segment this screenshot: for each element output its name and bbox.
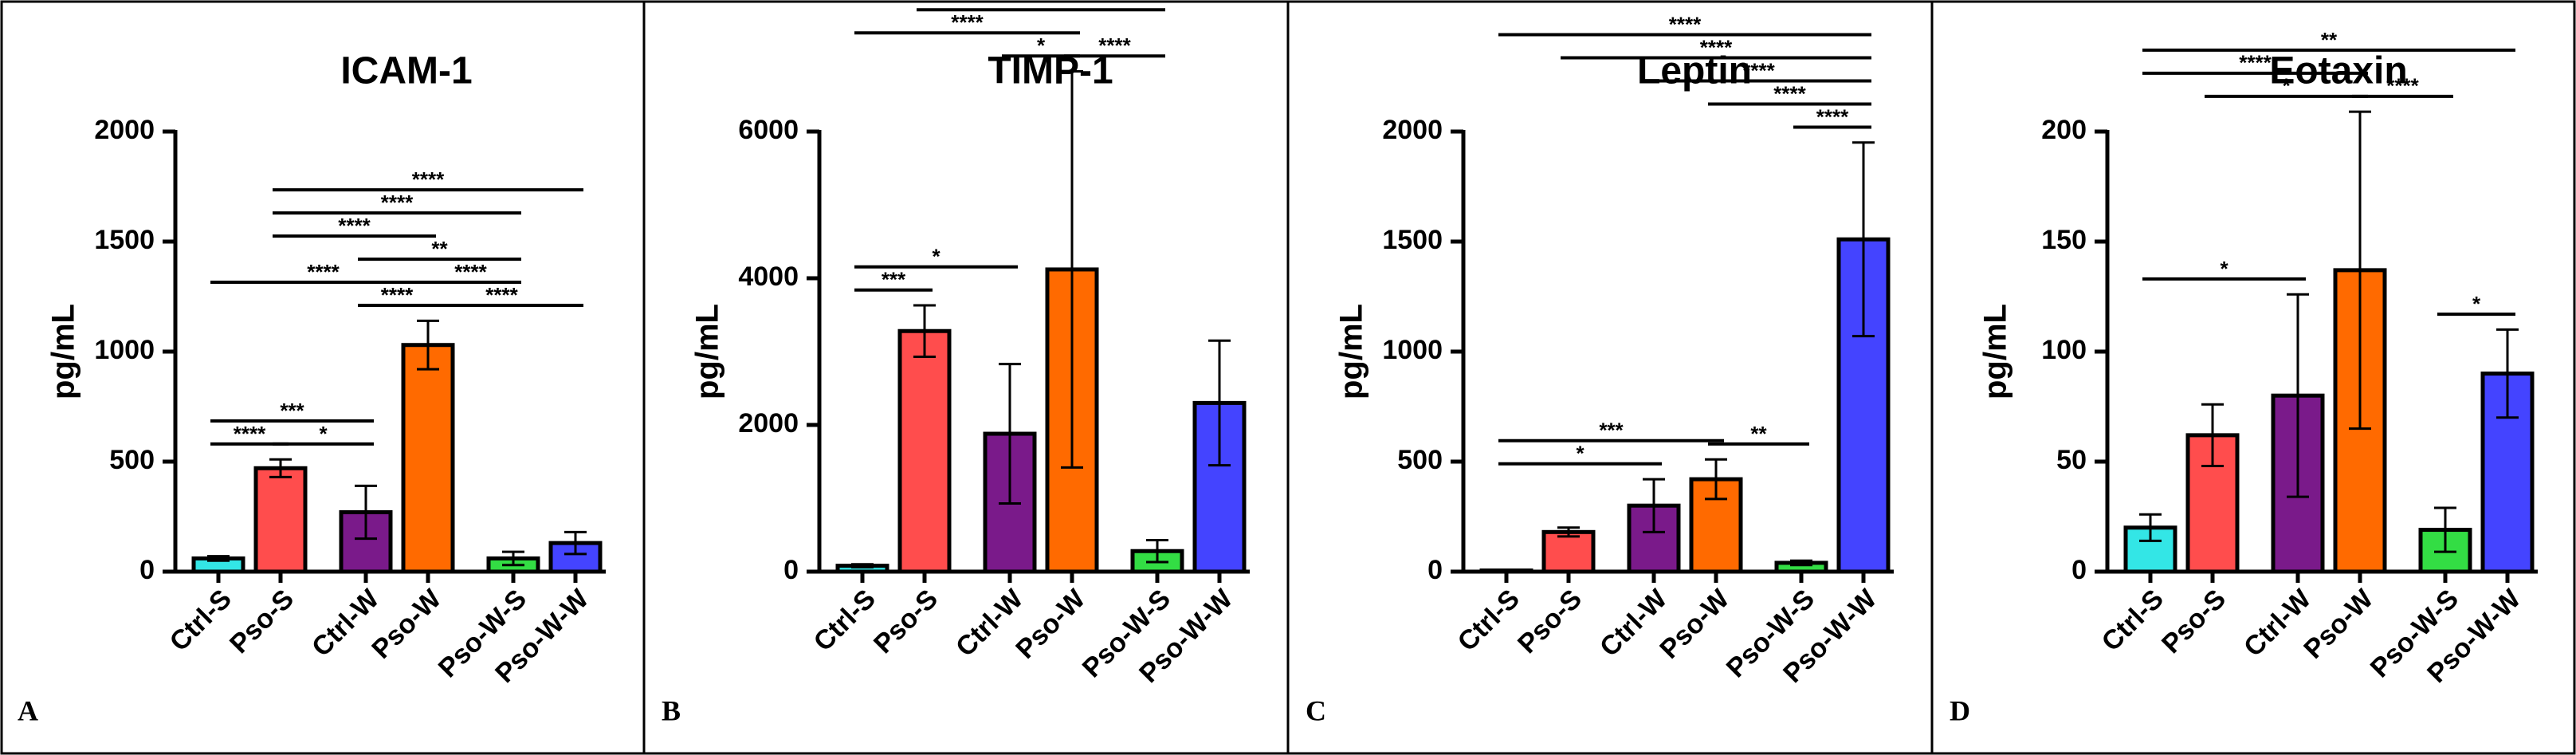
panel-letter: A <box>18 694 38 726</box>
significance-label: **** <box>1742 58 1775 82</box>
y-axis-label: pg/mL <box>46 304 81 399</box>
bar <box>897 328 952 574</box>
significance-label: **** <box>1098 33 1131 57</box>
significance-label: ** <box>431 237 448 261</box>
chart-title: Eotaxin <box>2269 50 2407 92</box>
significance-label: **** <box>1816 104 1849 128</box>
significance-label: **** <box>307 260 340 284</box>
panel-letter: C <box>1306 694 1326 726</box>
significance-label: *** <box>882 268 906 292</box>
y-tick-label: 50 <box>2056 445 2087 475</box>
y-tick-label: 0 <box>783 555 799 585</box>
significance-label: **** <box>381 191 414 214</box>
y-tick-label: 0 <box>2071 555 2087 585</box>
significance-label: * <box>1037 33 1046 57</box>
y-tick-label: 200 <box>2041 115 2087 145</box>
significance-label: **** <box>234 422 266 446</box>
significance-label: **** <box>951 10 984 34</box>
significance-label: **** <box>454 260 487 284</box>
y-axis-label: pg/mL <box>1978 304 2013 399</box>
y-tick-label: 0 <box>139 555 155 585</box>
y-tick-label: 150 <box>2041 225 2087 255</box>
significance-label: *** <box>280 399 304 423</box>
significance-label: **** <box>485 283 518 307</box>
bar <box>401 343 455 574</box>
panel-letter: D <box>1950 694 1970 726</box>
y-tick-label: 1000 <box>94 335 155 365</box>
y-tick-label: 2000 <box>1382 115 1443 145</box>
significance-label: ** <box>2321 28 2338 52</box>
y-tick-label: 6000 <box>738 115 799 145</box>
panel-letter: B <box>662 694 681 726</box>
y-axis-label: pg/mL <box>690 304 725 399</box>
bar <box>253 466 308 574</box>
significance-label: ** <box>1033 0 1050 11</box>
significance-label: **** <box>338 214 371 238</box>
significance-label: **** <box>412 167 445 191</box>
significance-label: * <box>2220 257 2228 281</box>
bar <box>1541 529 1596 574</box>
y-tick-label: 1000 <box>1382 335 1443 365</box>
y-tick-label: 100 <box>2041 335 2087 365</box>
y-tick-label: 4000 <box>738 261 799 292</box>
significance-label: ** <box>1750 422 1767 446</box>
significance-label: **** <box>1669 12 1702 36</box>
chart-title: ICAM-1 <box>340 50 472 92</box>
significance-label: **** <box>2239 51 2272 75</box>
significance-label: * <box>1576 442 1584 466</box>
significance-label: * <box>932 245 940 269</box>
y-tick-label: 500 <box>1397 445 1443 475</box>
significance-label: * <box>2282 74 2291 98</box>
y-tick-label: 2000 <box>738 408 799 438</box>
significance-label: * <box>319 422 328 446</box>
significance-label: * <box>2472 292 2481 316</box>
significance-label: *** <box>1599 419 1624 442</box>
y-tick-label: 1500 <box>94 225 155 255</box>
y-tick-label: 0 <box>1427 555 1443 585</box>
y-tick-label: 500 <box>109 445 155 475</box>
y-tick-label: 2000 <box>94 115 155 145</box>
significance-label: **** <box>2386 74 2419 98</box>
significance-label: **** <box>1700 35 1733 59</box>
significance-label: **** <box>1773 81 1806 105</box>
y-axis-label: pg/mL <box>1334 304 1369 399</box>
significance-label: **** <box>381 283 414 307</box>
y-tick-label: 1500 <box>1382 225 1443 255</box>
